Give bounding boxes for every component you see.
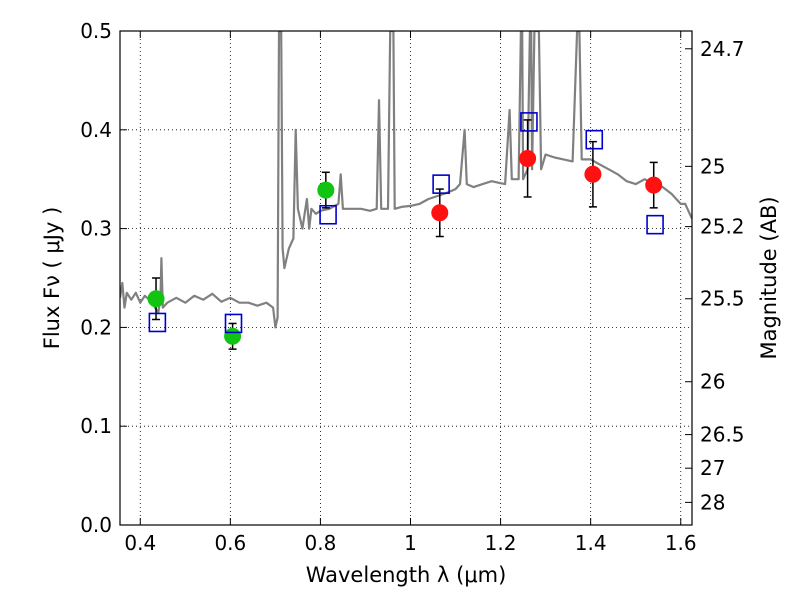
x-tick-label: 1.2 [485, 531, 517, 555]
x-tick-label: 0.6 [214, 531, 246, 555]
red-data-point [519, 149, 537, 167]
y2-tick-label: 26.5 [700, 423, 745, 447]
model-square-marker [646, 214, 664, 235]
y-tick-label: 0.0 [80, 513, 112, 537]
spectrum-line [120, 31, 692, 329]
ticks-layer: 0.4 0.6 0.8 1 1.2 1.4 1.6 0.0 0.1 0.2 0.3 0.4 0.5 24.… [80, 19, 744, 555]
y2-tick-label: 25.5 [700, 287, 745, 311]
model-square-marker [585, 129, 604, 150]
model-square-marker [319, 204, 337, 225]
plot-frame [119, 30, 693, 526]
x-axis-title: Wavelength λ (μm) [306, 563, 507, 587]
model-square-marker [432, 174, 450, 194]
red-data-point [645, 176, 663, 194]
red-data-point [431, 204, 449, 222]
model-square-marker [520, 112, 538, 132]
x-tick-label: 1.4 [575, 531, 607, 555]
y-tick-label: 0.4 [80, 118, 112, 142]
y2-tick-label: 26 [700, 370, 725, 394]
y2-axis-title: Magnitude (AB) [757, 196, 781, 359]
green-data-point [224, 327, 242, 345]
y2-tick-label: 28 [700, 490, 725, 514]
points-layer [147, 112, 664, 350]
spectrum-layer [120, 31, 692, 329]
green-data-point [317, 181, 335, 199]
y2-tick-label: 27 [700, 456, 725, 480]
y-axis-title: Flux Fν ( μJy ) [40, 207, 64, 350]
plot-area [120, 31, 692, 350]
x-tick-label: 1.6 [665, 531, 697, 555]
x-tick-label: 0.8 [305, 531, 337, 555]
x-tick-label: 1 [404, 531, 417, 555]
green-data-point [147, 290, 165, 308]
y2-tick-label: 24.7 [700, 37, 745, 61]
model-square-marker [148, 312, 167, 333]
red-data-point [584, 165, 602, 183]
x-tick-label: 0.4 [124, 531, 156, 555]
model-square-marker [224, 313, 243, 334]
y-tick-label: 0.1 [80, 414, 112, 438]
y-tick-label: 0.3 [80, 217, 112, 241]
grid-layer [120, 31, 692, 525]
y-tick-label: 0.5 [80, 19, 112, 43]
y2-tick-label: 25 [700, 154, 725, 178]
y-tick-label: 0.2 [80, 315, 112, 339]
y2-tick-label: 25.2 [700, 215, 745, 239]
